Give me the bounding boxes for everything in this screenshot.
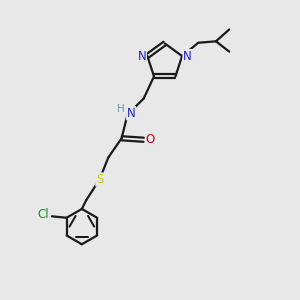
Text: N: N xyxy=(127,107,135,120)
Text: S: S xyxy=(96,173,103,186)
Text: O: O xyxy=(146,133,155,146)
Text: N: N xyxy=(183,50,192,62)
Text: N: N xyxy=(138,50,146,62)
Text: Cl: Cl xyxy=(38,208,50,221)
Text: H: H xyxy=(117,104,125,114)
